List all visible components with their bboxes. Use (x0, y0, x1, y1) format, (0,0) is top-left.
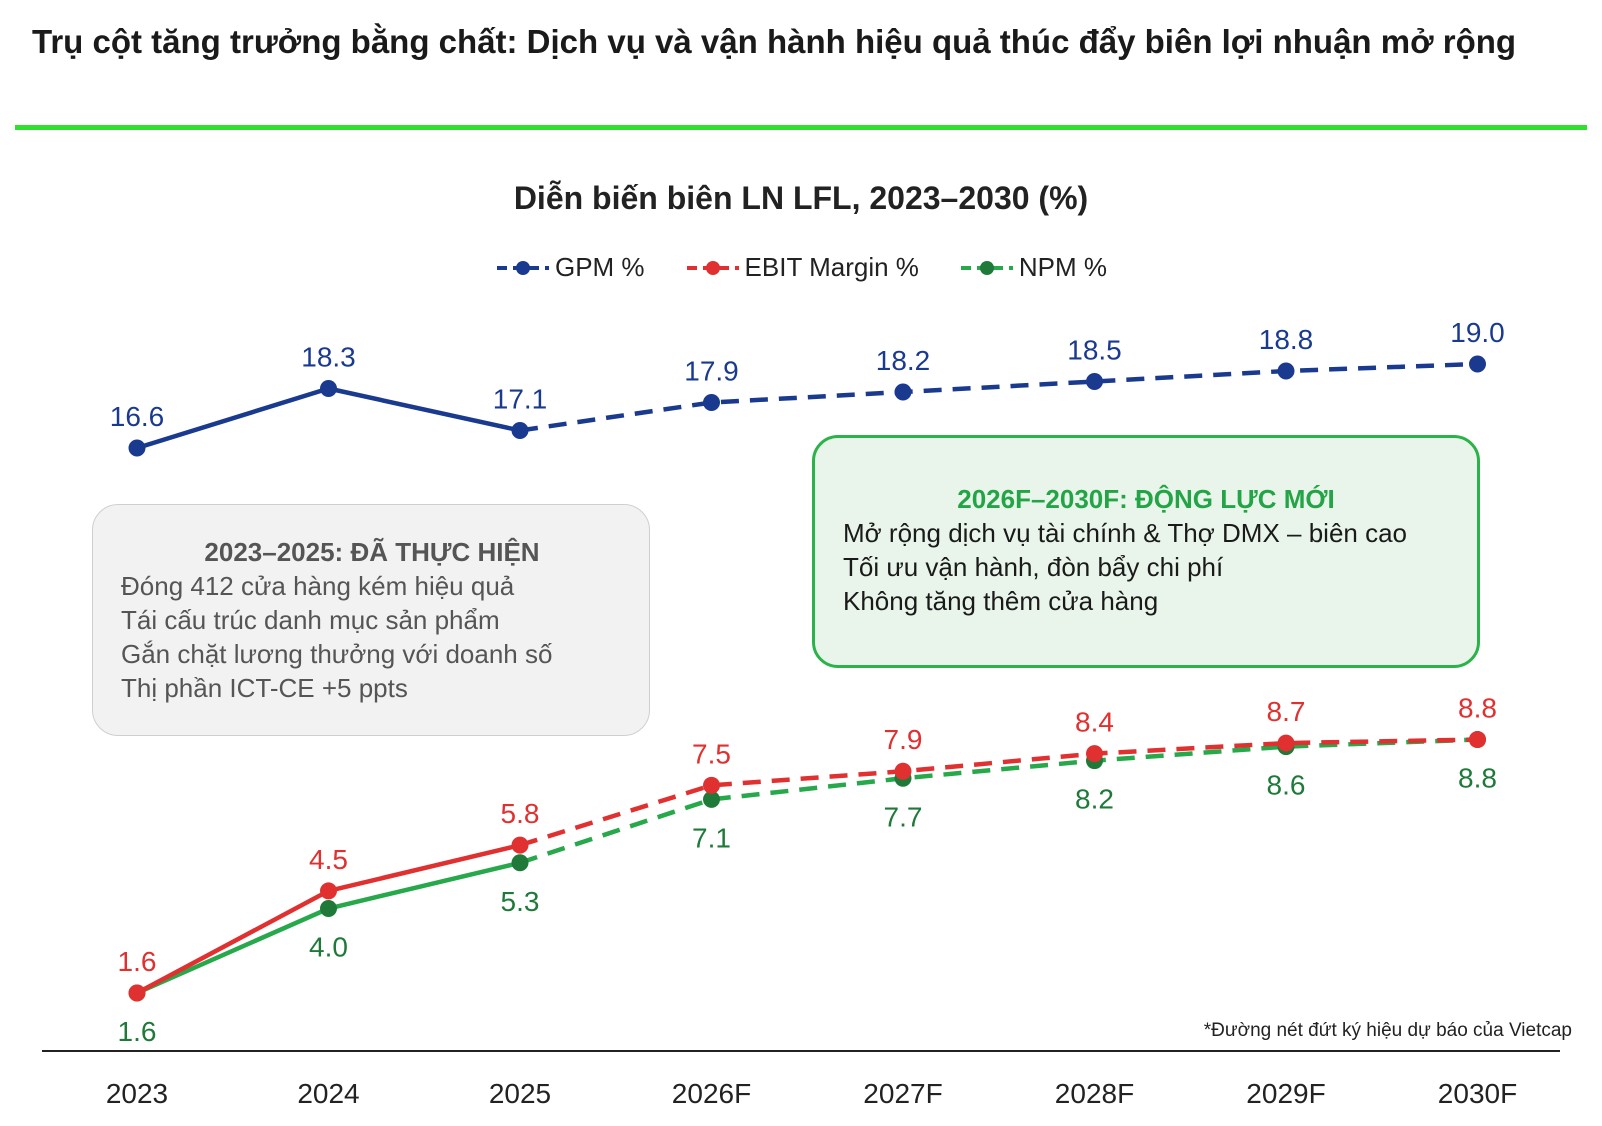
x-tick-label: 2028F (1055, 1078, 1134, 1109)
callout-forecast: 2026F–2030F: ĐỘNG LỰC MỚI Mở rộng dịch v… (812, 435, 1480, 668)
data-point (894, 762, 912, 780)
data-label: 8.7 (1267, 696, 1306, 727)
data-point (1469, 731, 1486, 749)
data-label: 18.8 (1259, 324, 1314, 355)
data-point (1277, 734, 1295, 752)
data-point (320, 900, 337, 918)
title-divider (15, 125, 1587, 130)
x-tick-label: 2023 (106, 1078, 168, 1109)
data-label: 17.9 (684, 356, 739, 387)
data-label: 8.4 (1075, 707, 1114, 738)
data-label: 1.6 (118, 1016, 157, 1047)
callout-forecast-heading: 2026F–2030F: ĐỘNG LỰC MỚI (957, 484, 1335, 514)
x-tick-label: 2027F (863, 1078, 942, 1109)
series-line-actual (136, 386, 521, 451)
legend-marker-gpm (496, 260, 549, 275)
callout-realized: 2023–2025: ĐÃ THỰC HIỆN Đóng 412 cửa hàn… (92, 504, 650, 736)
data-label: 18.3 (301, 342, 356, 373)
x-tick-label: 2024 (297, 1078, 359, 1109)
data-point (320, 882, 337, 900)
data-label: 19.0 (1450, 317, 1505, 348)
data-label: 8.8 (1458, 693, 1497, 724)
data-label: 7.1 (692, 822, 731, 853)
data-point (1277, 362, 1295, 380)
series-line-forecast (519, 737, 1478, 848)
data-label: 5.3 (501, 886, 540, 917)
x-tick-label: 2025 (489, 1078, 551, 1109)
data-point (128, 984, 146, 1002)
legend-marker-npm (960, 260, 1013, 275)
data-point (894, 383, 912, 401)
data-label: 7.7 (884, 801, 923, 832)
callout-realized-line: Đóng 412 cửa hàng kém hiệu quả (121, 571, 515, 601)
data-label: 8.2 (1075, 784, 1114, 815)
data-point (511, 422, 529, 439)
data-label: 7.9 (884, 724, 923, 755)
callout-realized-line: Tái cấu trúc danh mục sản phẩm (121, 605, 500, 635)
legend-item-npm: NPM % (959, 252, 1107, 283)
series-line-forecast (519, 361, 1478, 433)
x-tick-label: 2026F (672, 1078, 751, 1109)
data-label: 4.5 (309, 844, 348, 875)
data-label: 18.2 (876, 345, 931, 376)
callout-forecast-line: Không tăng thêm cửa hàng (843, 586, 1159, 616)
data-label: 8.6 (1267, 770, 1306, 801)
legend-label-gpm: GPM % (554, 252, 645, 282)
callout-realized-line: Gắn chặt lương thưởng với doanh số (121, 639, 553, 669)
data-point (1086, 745, 1103, 763)
callout-realized-heading: 2023–2025: ĐÃ THỰC HIỆN (204, 537, 540, 567)
chart-legend: GPM % EBIT Margin % NPM % (0, 252, 1602, 283)
page-title: Trụ cột tăng trưởng bằng chất: Dịch vụ v… (32, 23, 1517, 60)
data-label: 18.5 (1067, 335, 1122, 366)
data-point (1086, 373, 1103, 390)
data-label: 1.6 (118, 946, 157, 977)
data-label: 8.8 (1458, 763, 1497, 794)
legend-item-gpm: GPM % (495, 252, 645, 283)
data-point (320, 380, 337, 397)
data-point (703, 394, 720, 411)
data-label: 17.1 (493, 384, 548, 415)
data-point (703, 790, 720, 808)
data-label: 5.8 (501, 798, 540, 829)
data-point (703, 776, 720, 794)
callout-forecast-line: Tối ưu vận hành, đòn bẩy chi phí (843, 552, 1224, 582)
callout-forecast-line: Mở rộng dịch vụ tài chính & Thợ DMX – bi… (843, 518, 1408, 548)
callout-realized-line: Thị phần ICT-CE +5 ppts (121, 673, 408, 703)
chart-title: Diễn biến biên LN LFL, 2023–2030 (%) (513, 180, 1089, 216)
series-line-actual (136, 860, 521, 996)
data-point (1469, 355, 1486, 373)
x-tick-label: 2029F (1246, 1078, 1325, 1109)
legend-item-ebit: EBIT Margin % (685, 252, 919, 283)
legend-label-npm: NPM % (1018, 252, 1108, 282)
data-point (511, 836, 529, 854)
data-label: 16.6 (110, 401, 165, 432)
x-tick-label: 2030F (1438, 1078, 1517, 1109)
data-point (128, 439, 146, 457)
forecast-footnote: *Đường nét đứt ký hiệu dự báo của Vietca… (1203, 1020, 1572, 1041)
data-label: 4.0 (309, 932, 348, 963)
legend-marker-ebit (686, 260, 739, 275)
data-label: 7.5 (692, 738, 731, 769)
data-point (511, 854, 529, 872)
legend-label-ebit: EBIT Margin % (744, 252, 919, 282)
